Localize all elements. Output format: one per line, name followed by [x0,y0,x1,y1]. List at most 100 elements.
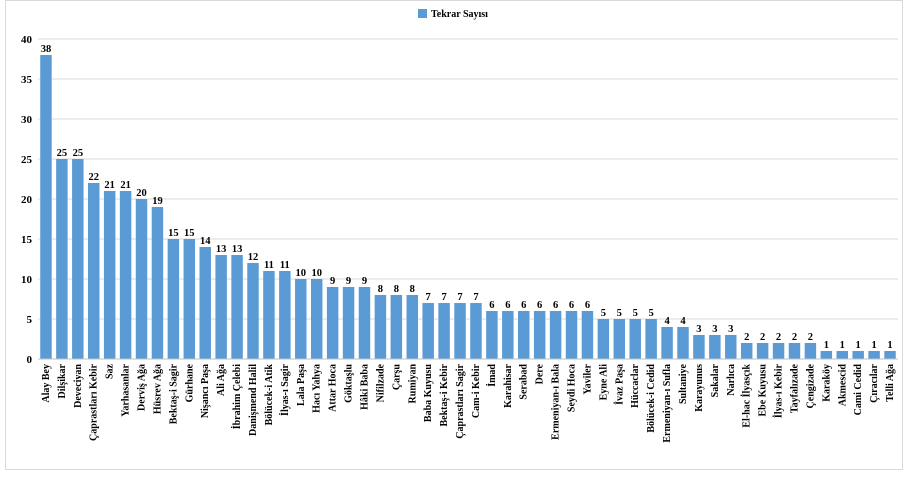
data-label: 8 [378,284,383,295]
data-label: 6 [553,300,558,311]
data-label: 38 [41,44,52,55]
bar [740,343,753,359]
data-label: 12 [248,252,259,263]
x-tick-label: Baba Kuyusu [423,364,434,423]
bar [358,287,371,359]
bar [549,311,562,359]
x-tick-label: Bölücek-i Cedid [646,364,657,433]
data-label: 1 [840,340,845,351]
bar [231,255,243,359]
bar [788,343,801,359]
x-tick-label: Nifilzade [375,363,386,402]
y-axis-ticks: 0 5 10 15 20 25 30 35 40 [21,34,33,366]
data-label: 21 [120,180,131,191]
bar [342,287,355,359]
bar [167,239,180,359]
bars [40,55,896,359]
x-tick-label: Karaköy [821,364,832,402]
x-tick-label: Hâki Baba [359,364,370,410]
bar [565,311,578,359]
data-label: 5 [633,308,638,319]
bar [422,303,434,359]
data-label: 4 [680,316,686,327]
bar [613,319,626,359]
legend: Tekrar Sayısı [418,9,488,20]
x-tick-label: Derviş Ağa [137,364,148,411]
x-tick-label: Narlıca [726,364,737,396]
legend-label: Tekrar Sayısı [431,9,488,20]
bar [103,191,116,359]
data-label: 11 [280,260,290,271]
x-tick-label: İvaz Paşa [613,364,625,405]
data-label: 2 [808,332,813,343]
bar [677,327,689,359]
data-label: 5 [617,308,622,319]
x-tick-label: Sultaniye [678,363,689,404]
bar [263,271,275,359]
x-tick-label: Serabad [519,364,530,400]
bar [820,351,833,359]
y-tick-label: 35 [21,74,33,86]
data-label: 5 [601,308,606,319]
x-tick-label: Çıracılar [869,363,880,402]
x-tick-label: Bölücek-i Atik [264,364,275,426]
bar [40,55,52,359]
bar [183,239,196,359]
x-tick-label: Rumiyan [407,364,418,404]
data-label: 6 [537,300,542,311]
data-label: 2 [792,332,797,343]
x-tick-label: El-hac İlyasçık [741,364,753,428]
data-label: 2 [776,332,781,343]
data-label: 10 [296,268,307,279]
x-tick-label: Göktaşlu [344,364,355,403]
bar [56,159,68,359]
bar [597,319,610,359]
bar [804,343,817,359]
x-tick-label: Çaprastları Kebir [89,363,100,440]
bar [247,263,259,359]
data-label: 3 [696,324,701,335]
x-tick-label: Bektaş-i Kebir [439,363,450,426]
data-label: 25 [57,148,68,159]
data-label: 21 [104,180,115,191]
bar [470,303,482,359]
x-tick-label: Dilşikar [57,363,68,398]
bar [868,351,880,359]
x-tick-label: Attar Hoca [328,364,339,412]
bar [295,279,307,359]
x-tick-label: Sakalar [710,363,721,397]
x-tick-label: İmad [486,364,498,387]
y-tick-label: 10 [21,274,33,286]
x-tick-label: Ermeniyan-ı Sufla [662,364,673,443]
data-label: 6 [521,300,526,311]
x-tick-label: Cami Cedid [853,364,864,416]
x-tick-label: İbrahim Çelebi [231,364,243,430]
bar [215,255,227,359]
x-tick-label: Gürhane [184,363,195,402]
x-axis-ticks: Alay Bey Dilşikar Deveciyan Çaprastları Keb… [41,363,896,442]
data-label: 9 [330,276,335,287]
x-tick-label: Nişancı Paşa [200,364,211,418]
bar [645,319,657,359]
x-tick-label: Tayfalızade [789,363,800,413]
bar [884,351,896,359]
data-label: 1 [887,340,892,351]
chart-frame [5,0,903,470]
x-tick-label: Deveciyan [73,364,84,408]
x-tick-label: Telli Ağa [885,364,896,402]
data-label: 13 [232,244,243,255]
x-tick-label: Lala Paşa [296,364,307,406]
data-label: 13 [216,244,227,255]
data-label: 3 [728,324,733,335]
x-tick-label: Ali Ağa [216,364,227,396]
data-label: 5 [649,308,654,319]
x-tick-label: İlyas-ı Sagir [279,363,291,416]
x-tick-label: Ebe Kuyusu [758,364,769,417]
bar [756,343,769,359]
data-label: 9 [362,276,367,287]
x-tick-label: Ermeniyan-ı Bala [551,364,562,440]
bar [581,311,594,359]
data-label: 7 [426,292,431,303]
data-label: 1 [856,340,861,351]
